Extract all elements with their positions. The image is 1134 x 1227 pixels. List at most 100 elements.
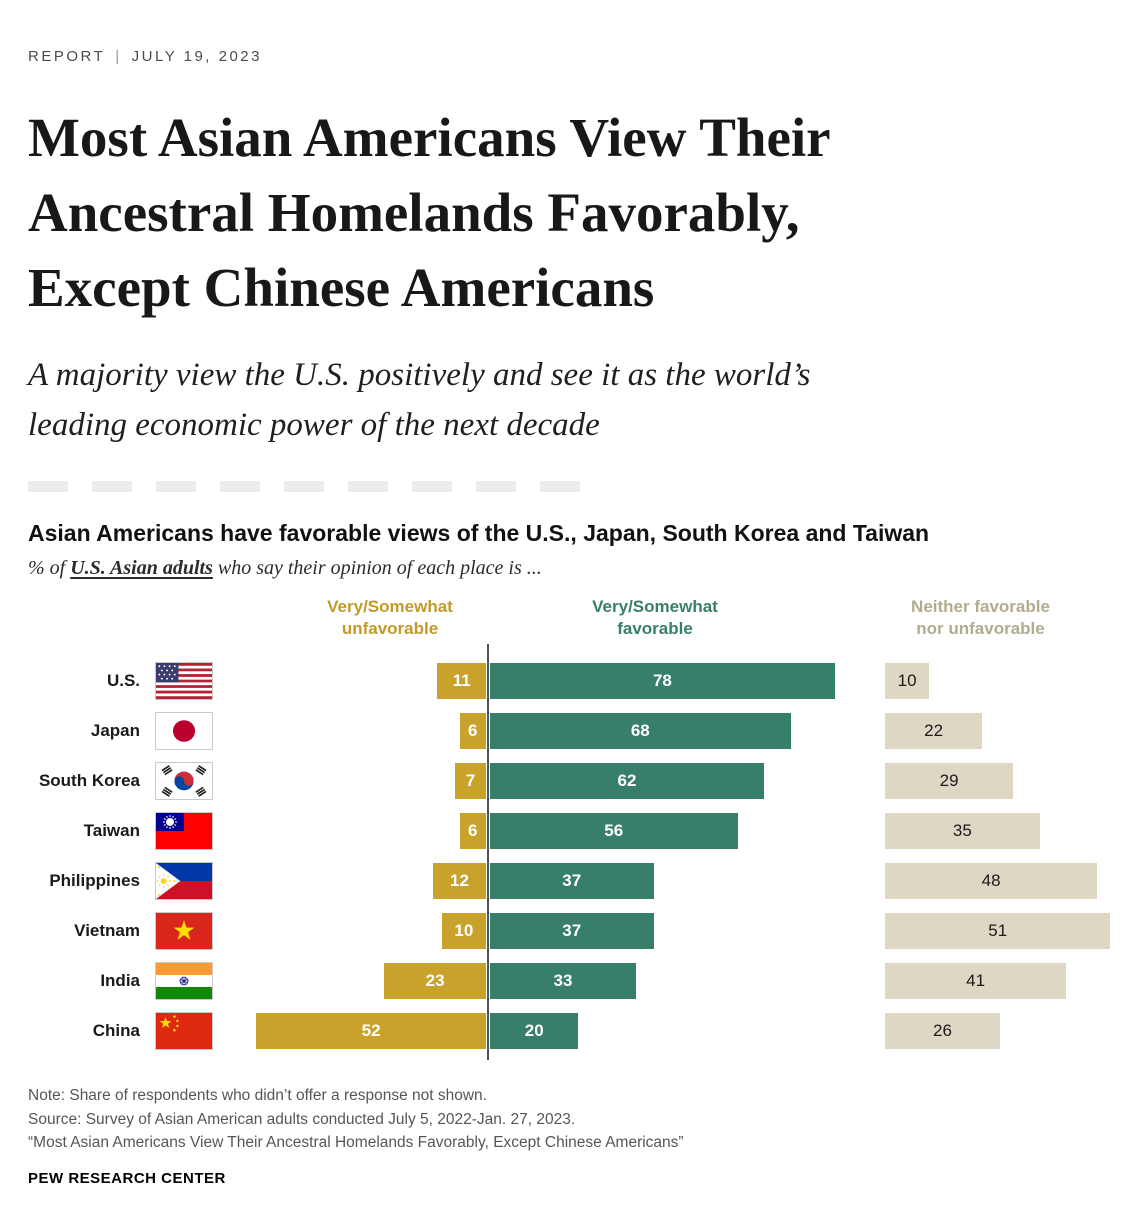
brand-footer: PEW RESEARCH CENTER bbox=[28, 1170, 226, 1188]
legend-unfavorable: Very/Somewhat unfavorable bbox=[327, 597, 453, 638]
blurred-share-icon bbox=[92, 480, 132, 492]
neither-bar: 22 bbox=[885, 713, 983, 750]
blurred-share-icon bbox=[412, 480, 452, 492]
chart-notes: Note: Share of respondents who didn’t of… bbox=[28, 1084, 1106, 1154]
note-line: Note: Share of respondents who didn’t of… bbox=[28, 1087, 487, 1105]
bar-value: 11 bbox=[452, 671, 471, 691]
bar-value: 78 bbox=[652, 671, 672, 691]
bar-value: 35 bbox=[952, 821, 972, 841]
neither-bar: 10 bbox=[885, 663, 930, 700]
philippines-flag-icon bbox=[155, 862, 213, 901]
japan-flag-icon bbox=[155, 712, 213, 751]
country-label: Vietnam bbox=[74, 921, 140, 941]
eyebrow-separator: | bbox=[115, 48, 122, 65]
country-label: U.S. bbox=[106, 671, 140, 691]
unfavorable-bar: 6 bbox=[459, 813, 486, 850]
report-date: JULY 19, 2023 bbox=[131, 48, 262, 65]
chart-subtitle: % of U.S. Asian adults who say their opi… bbox=[28, 557, 1106, 580]
chart-row: Japan 6 68 22 bbox=[28, 706, 1106, 756]
bar-value: 37 bbox=[562, 871, 582, 891]
neither-bar: 51 bbox=[885, 913, 1111, 950]
chart-row: China 52 20 26 bbox=[28, 1006, 1106, 1056]
vietnam-flag-icon bbox=[155, 912, 213, 951]
favorable-bar: 37 bbox=[490, 913, 654, 950]
bar-value: 51 bbox=[988, 921, 1008, 941]
us-flag-icon bbox=[155, 662, 213, 701]
chart-subtitle-prefix: % of bbox=[28, 557, 71, 580]
bar-value: 20 bbox=[524, 1021, 544, 1041]
bar-value: 52 bbox=[361, 1021, 381, 1041]
bar-value: 41 bbox=[966, 971, 986, 991]
chart-subtitle-emphasis: U.S. Asian adults bbox=[70, 557, 213, 580]
bar-value: 10 bbox=[454, 921, 474, 941]
citation-line: “Most Asian Americans View Their Ancestr… bbox=[28, 1133, 684, 1151]
unfavorable-bar: 6 bbox=[459, 713, 486, 750]
chart-subtitle-suffix: who say their opinion of each place is .… bbox=[212, 557, 542, 580]
chart-row: U.S. 11 78 10 bbox=[28, 656, 1106, 706]
bar-value: 37 bbox=[562, 921, 582, 941]
bar-value: 68 bbox=[630, 721, 650, 741]
unfavorable-bar: 52 bbox=[256, 1013, 486, 1050]
country-label: South Korea bbox=[38, 771, 140, 791]
favorable-bar: 20 bbox=[490, 1013, 579, 1050]
eyebrow: REPORT | JULY 19, 2023 bbox=[28, 48, 1106, 65]
favorable-bar: 56 bbox=[490, 813, 738, 850]
page-subtitle: A majority view the U.S. positively and … bbox=[28, 357, 811, 443]
bar-value: 10 bbox=[897, 671, 917, 691]
country-label: Taiwan bbox=[83, 821, 140, 841]
blurred-share-icon bbox=[156, 480, 196, 492]
chart-row: Vietnam 10 37 51 bbox=[28, 906, 1111, 956]
chart-title: Asian Americans have favorable views of … bbox=[28, 520, 930, 547]
china-flag-icon bbox=[155, 1012, 213, 1051]
india-flag-icon bbox=[155, 962, 213, 1001]
bar-value: 33 bbox=[553, 971, 573, 991]
unfavorable-bar: 11 bbox=[437, 663, 486, 700]
country-label: Japan bbox=[90, 721, 140, 741]
axis-line bbox=[487, 644, 489, 1061]
chart-row: South Korea 7 62 29 bbox=[28, 756, 1106, 806]
south-korea-flag-icon bbox=[155, 762, 213, 801]
neither-bar: 29 bbox=[885, 763, 1014, 800]
share-icons-blurred bbox=[28, 480, 1106, 492]
bar-value: 23 bbox=[425, 971, 445, 991]
country-label: Philippines bbox=[49, 871, 140, 891]
chart-row: Philippines 12 37 48 bbox=[28, 856, 1106, 906]
bar-value: 29 bbox=[939, 771, 959, 791]
blurred-share-icon bbox=[220, 480, 260, 492]
blurred-share-icon bbox=[284, 480, 324, 492]
neither-bar: 35 bbox=[885, 813, 1040, 850]
bar-value: 56 bbox=[604, 821, 624, 841]
blurred-share-icon bbox=[476, 480, 516, 492]
report-label: REPORT bbox=[28, 48, 106, 65]
favorable-bar: 62 bbox=[490, 763, 764, 800]
unfavorable-bar: 12 bbox=[433, 863, 486, 900]
bar-value: 26 bbox=[932, 1021, 952, 1041]
favorable-bar: 37 bbox=[490, 863, 654, 900]
bar-value: 6 bbox=[468, 821, 478, 841]
blurred-share-icon bbox=[348, 480, 388, 492]
bar-value: 48 bbox=[981, 871, 1001, 891]
chart: Very/Somewhat unfavorable Very/Somewhat … bbox=[28, 594, 1111, 1064]
bar-value: 62 bbox=[617, 771, 637, 791]
page-title: Most Asian Americans View Their Ancestra… bbox=[28, 107, 831, 318]
bar-value: 6 bbox=[468, 721, 478, 741]
chart-row: India 23 33 41 bbox=[28, 956, 1106, 1006]
chart-row: Taiwan 6 56 35 bbox=[28, 806, 1106, 856]
blurred-share-icon bbox=[540, 480, 580, 492]
bar-value: 7 bbox=[465, 771, 476, 791]
taiwan-flag-icon bbox=[155, 812, 213, 851]
favorable-bar: 33 bbox=[490, 963, 636, 1000]
legend-favorable: Very/Somewhat favorable bbox=[592, 597, 718, 638]
unfavorable-bar: 10 bbox=[441, 913, 486, 950]
neither-bar: 48 bbox=[885, 863, 1098, 900]
unfavorable-bar: 7 bbox=[455, 763, 486, 800]
source-line: Source: Survey of Asian American adults … bbox=[28, 1110, 576, 1128]
blurred-share-icon bbox=[28, 480, 68, 492]
country-label: China bbox=[92, 1021, 140, 1041]
legend-neither: Neither favorable nor unfavorable bbox=[911, 597, 1050, 638]
bar-value: 12 bbox=[450, 871, 469, 891]
neither-bar: 41 bbox=[885, 963, 1067, 1000]
favorable-bar: 78 bbox=[490, 663, 835, 700]
unfavorable-bar: 23 bbox=[384, 963, 486, 1000]
